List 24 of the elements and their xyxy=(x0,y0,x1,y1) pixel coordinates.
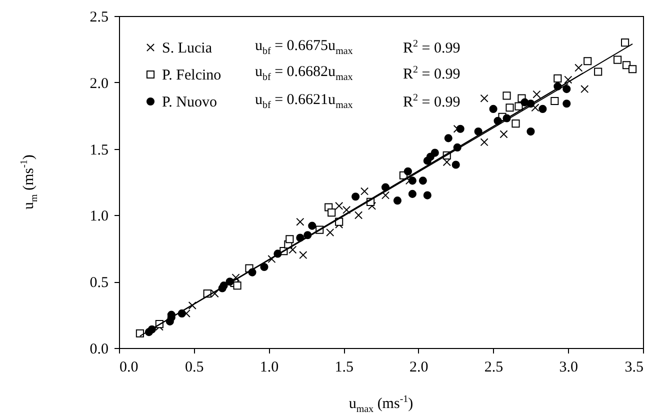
annotation: u$_{bf}$ = 0.6675u$_{max}$ xyxy=(255,38,353,56)
annotation: R$^{2}$ = 0.99 xyxy=(403,64,460,83)
x-axis-title: u$_{max}$ (ms$^{-1}$) xyxy=(348,394,414,415)
annotation: u$_{bf}$ = 0.6621u$_{max}$ xyxy=(255,92,353,110)
y-tick-label: 0.5 xyxy=(90,275,108,292)
x-tick-label: 1.0 xyxy=(260,360,279,376)
x-tick-label: 2.0 xyxy=(410,360,428,376)
y-tick-label: 2.0 xyxy=(90,76,108,92)
legend-label: P. Felcino xyxy=(162,68,222,84)
x-tick-label: 2.5 xyxy=(484,360,504,376)
annotation: R$^{2}$ = 0.99 xyxy=(403,92,460,110)
x-tick-label: 3.0 xyxy=(559,360,578,376)
legend-label: S. Lucia xyxy=(162,40,212,56)
legend-label: P. Nuovo xyxy=(162,94,218,110)
annotation: u$_{bf}$ = 0.6682u$_{max}$ xyxy=(255,64,353,84)
y-tick-label: 0.0 xyxy=(90,342,108,358)
y-tick-label: 1.5 xyxy=(90,142,108,158)
y-tick-label: 1.0 xyxy=(90,208,108,225)
annotation: R$^{2}$ = 0.99 xyxy=(403,38,460,56)
x-tick-label: 0.0 xyxy=(120,360,138,376)
x-tick-label: 3.5 xyxy=(624,360,644,376)
x-tick-label: 1.5 xyxy=(334,360,354,376)
x-tick-label: 0.5 xyxy=(184,360,204,376)
y-tick-label: 2.5 xyxy=(90,10,108,26)
